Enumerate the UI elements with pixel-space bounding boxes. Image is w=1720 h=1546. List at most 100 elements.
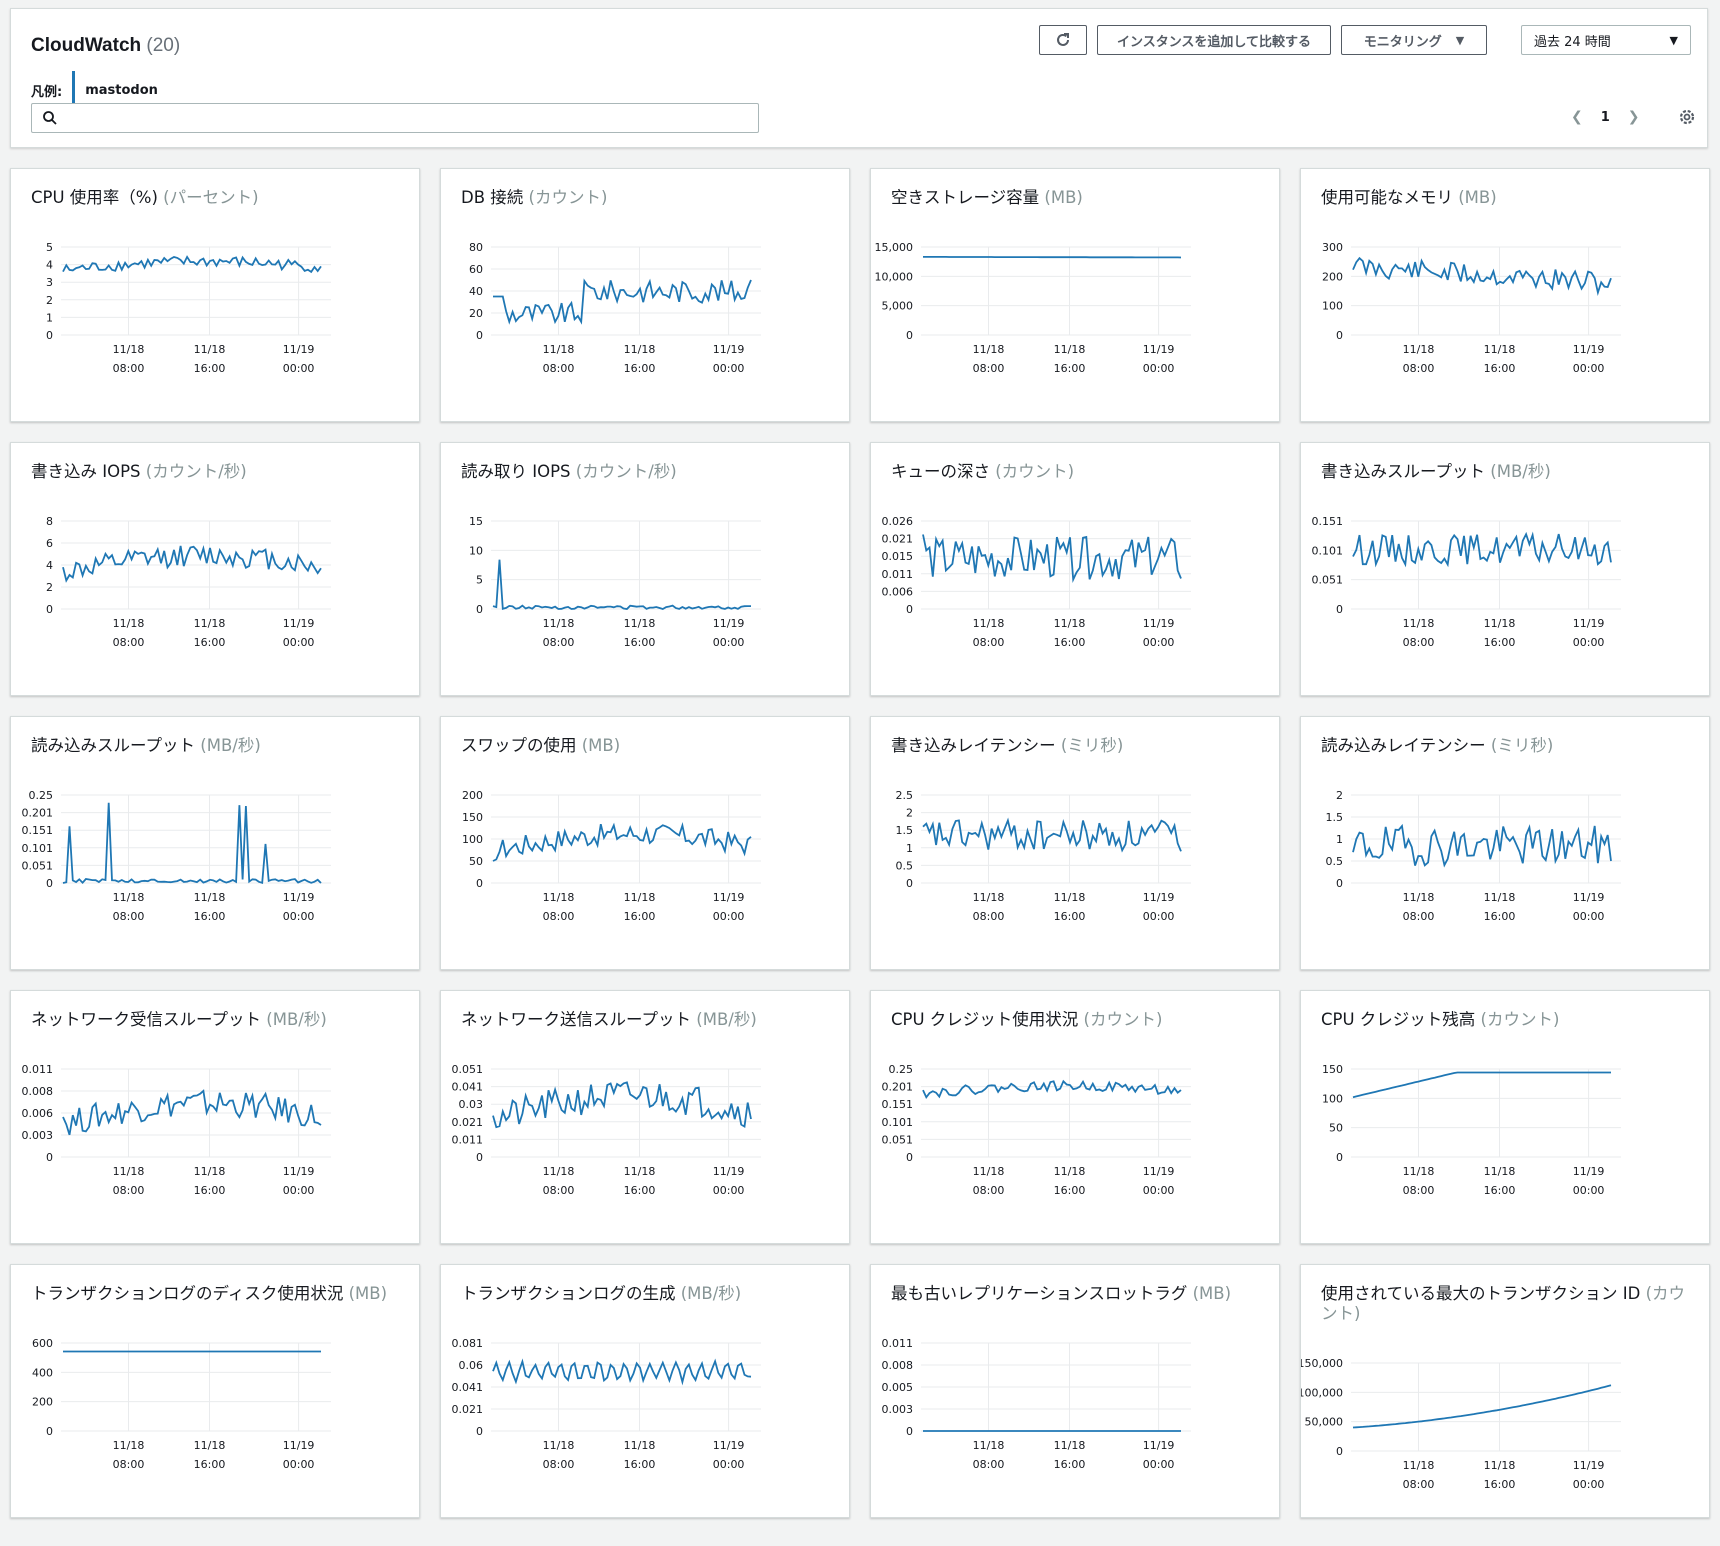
- line-chart: 600 400 200 0 11/18 08:00 11/18 16:00 11/19 00:00: [32, 1337, 331, 1471]
- series-line-mastodon: [923, 256, 1182, 259]
- metric-widget[interactable]: 書き込み IOPS (カウント/秒) 8 6 4 2 0 11/18 08:00 11/18 16…: [10, 442, 420, 696]
- metric-widget[interactable]: 読み取り IOPS (カウント/秒) 15 10 5 0 11/18 08:00 11/18 1…: [440, 442, 850, 696]
- y-tick-label: 0: [46, 329, 53, 342]
- line-chart: 0.25 0.201 0.151 0.101 0.051 0 11/18 08:00 11/18…: [22, 789, 331, 923]
- line-chart: 8 6 4 2 0 11/18 08:00 11/18 16:00 11/19 00:00: [46, 515, 331, 649]
- chevron-right-icon[interactable]: ❯: [1627, 109, 1640, 125]
- widget-title: 書き込み IOPS (カウント/秒): [31, 462, 401, 482]
- y-tick-label: 0: [1336, 877, 1343, 890]
- metric-widget[interactable]: 書き込みレイテンシー (ミリ秒) 2.5 2 1.5 1 0.5 0 11/18 08:00 11…: [870, 716, 1280, 970]
- y-tick-label: 0.081: [452, 1337, 484, 1350]
- y-tick-label: 0.015: [882, 550, 914, 563]
- metric-widget[interactable]: 空きストレージ容量 (MB) 15,000 10,000 5,000 0 11/18 08:…: [870, 168, 1280, 422]
- refresh-button[interactable]: [1039, 25, 1087, 55]
- metric-widget[interactable]: CPU クレジット使用状況 (カウント) 0.25 0.201 0.151 0.101 0…: [870, 990, 1280, 1244]
- page-number[interactable]: 1: [1600, 109, 1610, 125]
- metric-widget[interactable]: ネットワーク送信スループット (MB/秒) 0.051 0.041 0.03 0.021…: [440, 990, 850, 1244]
- chevron-left-icon[interactable]: ❮: [1571, 109, 1583, 125]
- x-tick-label: 11/18: [973, 1439, 1005, 1452]
- metric-widget[interactable]: 使用されている最大のトランザクション ID (カウント) 150,000 100,0…: [1300, 1264, 1710, 1518]
- line-chart: 2.5 2 1.5 1 0.5 0 11/18 08:00 11/18 16:00 11/19 00:…: [896, 789, 1191, 923]
- widget-unit: (カウント): [995, 462, 1075, 481]
- y-tick-label: 400: [32, 1366, 53, 1379]
- x-tick-label: 16:00: [1484, 1478, 1516, 1491]
- metric-widget[interactable]: CPU クレジット残高 (カウント) 150 100 50 0 11/18 08:00 11/…: [1300, 990, 1710, 1244]
- metric-widget[interactable]: 読み込みスループット (MB/秒) 0.25 0.201 0.151 0.101 0.05…: [10, 716, 420, 970]
- x-tick-label: 00:00: [283, 362, 315, 375]
- x-tick-label: 16:00: [1054, 1184, 1086, 1197]
- x-tick-label: 11/19: [1143, 891, 1175, 904]
- y-tick-label: 0.005: [882, 1381, 914, 1394]
- x-tick-label: 08:00: [113, 1184, 145, 1197]
- x-tick-label: 08:00: [543, 1458, 575, 1471]
- y-tick-label: 50: [469, 855, 483, 868]
- widget-unit: (MB/秒): [680, 1284, 742, 1303]
- widget-title: 最も古いレプリケーションスロットラグ (MB): [891, 1284, 1261, 1304]
- x-tick-label: 11/19: [283, 1439, 315, 1452]
- gear-icon[interactable]: [1677, 107, 1697, 127]
- series-line-mastodon: [1352, 531, 1612, 568]
- widget-unit: (ミリ秒): [1060, 736, 1124, 755]
- y-tick-label: 0: [906, 1151, 913, 1164]
- search-input[interactable]: [31, 103, 759, 133]
- line-chart: 0.026 0.021 0.015 0.011 0.006 0 11/18 08:00 11/1…: [882, 515, 1191, 649]
- x-tick-label: 11/18: [1054, 617, 1086, 630]
- metric-widget[interactable]: トランザクションログの生成 (MB/秒) 0.081 0.06 0.041 0.021 0…: [440, 1264, 850, 1518]
- y-tick-label: 0: [476, 603, 483, 616]
- line-chart: 5 4 3 2 1 0 11/18 08:00 11/18 16:00 11/19 00:00: [46, 241, 331, 375]
- y-tick-label: 0: [46, 1151, 53, 1164]
- line-chart: 0.011 0.008 0.005 0.003 0 11/18 08:00 11/18 16:0…: [882, 1337, 1191, 1471]
- add-instance-compare-button[interactable]: インスタンスを追加して比較する: [1097, 25, 1331, 55]
- y-tick-label: 1.5: [896, 824, 914, 837]
- x-tick-label: 00:00: [713, 910, 745, 923]
- x-tick-label: 08:00: [973, 1458, 1005, 1471]
- y-tick-label: 150,000: [1301, 1357, 1343, 1370]
- metric-widget[interactable]: ネットワーク受信スループット (MB/秒) 0.011 0.008 0.006 0.00…: [10, 990, 420, 1244]
- y-tick-label: 0.201: [22, 807, 54, 820]
- legend-swatch: [72, 71, 76, 109]
- y-tick-label: 0.041: [452, 1081, 484, 1094]
- widget-unit: (ミリ秒): [1490, 736, 1554, 755]
- metric-widget[interactable]: 読み込みレイテンシー (ミリ秒) 2 1.5 1 0.5 0 11/18 08:00 11/18…: [1300, 716, 1710, 970]
- widget-unit: (MB): [1044, 188, 1083, 207]
- widget-title-text: キューの深さ: [891, 462, 996, 481]
- y-tick-label: 0: [476, 1151, 483, 1164]
- x-tick-label: 08:00: [543, 910, 575, 923]
- x-tick-label: 11/18: [1054, 891, 1086, 904]
- x-tick-label: 11/18: [113, 891, 145, 904]
- metric-widget[interactable]: DB 接続 (カウント) 80 60 40 20 0 11/18 08:00 11/18 16:0…: [440, 168, 850, 422]
- y-tick-label: 0: [476, 329, 483, 342]
- time-range-select[interactable]: 過去 24 時間 ▼: [1521, 25, 1691, 55]
- y-tick-label: 0.021: [882, 533, 914, 546]
- metric-widget[interactable]: 最も古いレプリケーションスロットラグ (MB) 0.011 0.008 0.005 0.…: [870, 1264, 1280, 1518]
- x-tick-label: 08:00: [113, 362, 145, 375]
- y-tick-label: 0.051: [1312, 574, 1344, 587]
- x-tick-label: 00:00: [1143, 1184, 1175, 1197]
- x-tick-label: 11/19: [713, 1165, 745, 1178]
- x-tick-label: 00:00: [1573, 362, 1605, 375]
- x-tick-label: 11/18: [543, 1165, 575, 1178]
- widget-unit: (MB/秒): [266, 1010, 327, 1029]
- caret-down-icon: ▼: [1455, 33, 1465, 47]
- x-tick-label: 11/19: [283, 343, 315, 356]
- search-icon: [43, 111, 57, 125]
- metric-widget[interactable]: 書き込みスループット (MB/秒) 0.151 0.101 0.051 0 11/18 08…: [1300, 442, 1710, 696]
- widget-unit: (MB/秒): [1490, 462, 1551, 481]
- y-tick-label: 150: [462, 811, 483, 824]
- line-chart: 0.151 0.101 0.051 0 11/18 08:00 11/18 16:00 11/1…: [1312, 515, 1621, 649]
- x-tick-label: 16:00: [1484, 910, 1516, 923]
- metric-widget[interactable]: スワップの使用 (MB) 200 150 100 50 0 11/18 08:00 11/18 1…: [440, 716, 850, 970]
- legend-item-mastodon[interactable]: mastodon: [85, 82, 158, 98]
- metric-widget[interactable]: トランザクションログのディスク使用状況 (MB) 600 400 200 0 11/18 0…: [10, 1264, 420, 1518]
- x-tick-label: 16:00: [1484, 636, 1516, 649]
- y-tick-label: 150: [1322, 1063, 1343, 1076]
- y-tick-label: 0.041: [452, 1381, 484, 1394]
- widget-title: CPU 使用率（%) (パーセント): [31, 188, 401, 208]
- metric-widget[interactable]: 使用可能なメモリ (MB) 300 200 100 0 11/18 08:00 11/18 16…: [1300, 168, 1710, 422]
- monitoring-dropdown[interactable]: モニタリング ▼: [1341, 25, 1487, 55]
- metric-widget[interactable]: キューの深さ (カウント) 0.026 0.021 0.015 0.011 0.006 0 1…: [870, 442, 1280, 696]
- line-chart: 150 100 50 0 11/18 08:00 11/18 16:00 11/19 00:00: [1322, 1063, 1621, 1197]
- metric-widget[interactable]: CPU 使用率（%) (パーセント) 5 4 3 2 1 0 11/18 08:00 11/18 1…: [10, 168, 420, 422]
- widget-unit: (MB/秒): [200, 736, 261, 755]
- y-tick-label: 1.5: [1326, 811, 1344, 824]
